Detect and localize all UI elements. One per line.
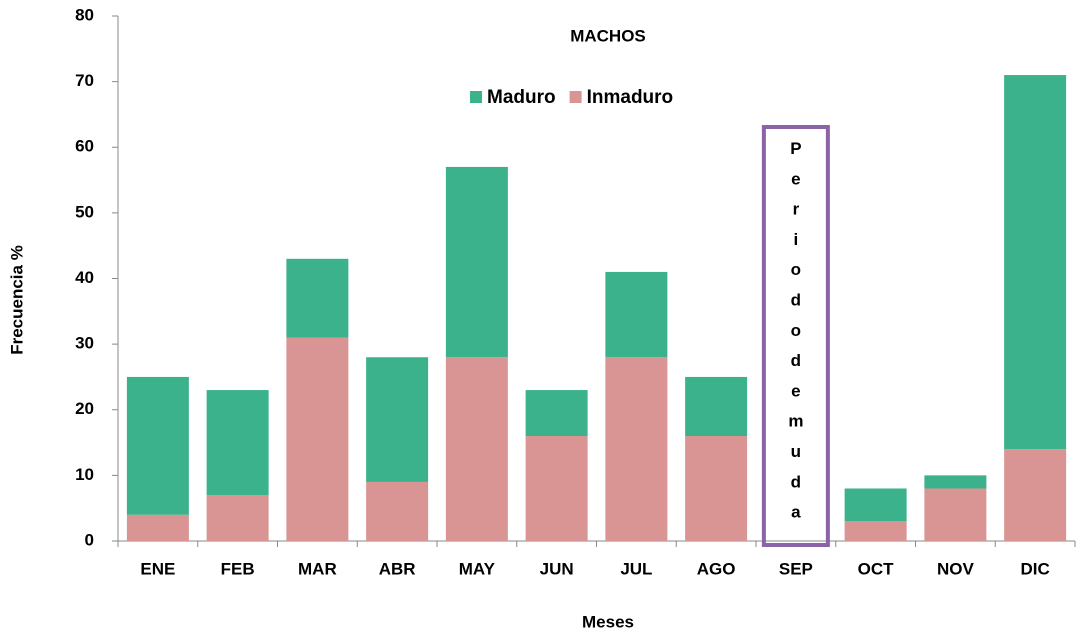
bar-segment xyxy=(286,338,348,541)
bar-segment xyxy=(526,390,588,436)
bar-segment xyxy=(924,489,986,542)
y-tick-label: 60 xyxy=(75,137,94,156)
y-tick-label: 70 xyxy=(75,71,94,90)
x-tick-label: SEP xyxy=(779,559,813,578)
chart: MACHOS Meses Frecuencia % 0 10 20 30 40 50 60 7… xyxy=(0,0,1078,639)
bar-segment xyxy=(526,436,588,541)
x-tick-label: ENE xyxy=(140,559,175,578)
bar-segment xyxy=(286,259,348,338)
y-tick-label: 10 xyxy=(75,465,94,484)
bar-segment xyxy=(207,495,269,541)
y-tick-label: 20 xyxy=(75,399,94,418)
bar-segment xyxy=(845,521,907,541)
y-tick-label: 80 xyxy=(75,5,94,24)
bar-segment xyxy=(446,167,508,357)
y-tick-label: 40 xyxy=(75,268,94,287)
legend-label: Maduro xyxy=(487,87,556,108)
bar-segment xyxy=(366,482,428,541)
legend-swatch xyxy=(470,91,482,103)
x-tick-label: NOV xyxy=(937,559,975,578)
x-tick-label: JUN xyxy=(540,559,574,578)
x-tick-label: ABR xyxy=(379,559,416,578)
x-tick-label: MAY xyxy=(459,559,496,578)
bar-segment xyxy=(1004,75,1066,449)
y-axis-label: Frecuencia % xyxy=(7,245,26,355)
bar-segment xyxy=(685,436,747,541)
bar-segment xyxy=(127,377,189,515)
x-axis-label: Meses xyxy=(582,612,634,631)
chart-title: MACHOS xyxy=(570,26,646,45)
y-tick-label: 50 xyxy=(75,202,94,221)
bar-segment xyxy=(605,272,667,357)
bar-segment xyxy=(1004,449,1066,541)
bar-segment xyxy=(207,390,269,495)
bar-segment xyxy=(366,357,428,482)
bar-segment xyxy=(127,515,189,541)
y-tick-label: 30 xyxy=(75,334,94,353)
bar-segment xyxy=(685,377,747,436)
bar-segment xyxy=(845,489,907,522)
bar-segment xyxy=(605,357,667,541)
page: MACHOS Meses Frecuencia % 0 10 20 30 40 50 60 7… xyxy=(0,0,1078,639)
x-tick-label: FEB xyxy=(221,559,255,578)
bar-segment xyxy=(924,475,986,488)
bar-segment xyxy=(446,357,508,541)
x-tick-label: MAR xyxy=(298,559,337,578)
x-tick-label: OCT xyxy=(858,559,895,578)
x-tick-label: AGO xyxy=(697,559,736,578)
legend-swatch xyxy=(570,91,582,103)
x-tick-label: DIC xyxy=(1020,559,1049,578)
legend-label: Inmaduro xyxy=(587,87,674,108)
x-tick-label: JUL xyxy=(620,559,652,578)
y-tick-label: 0 xyxy=(85,530,94,549)
